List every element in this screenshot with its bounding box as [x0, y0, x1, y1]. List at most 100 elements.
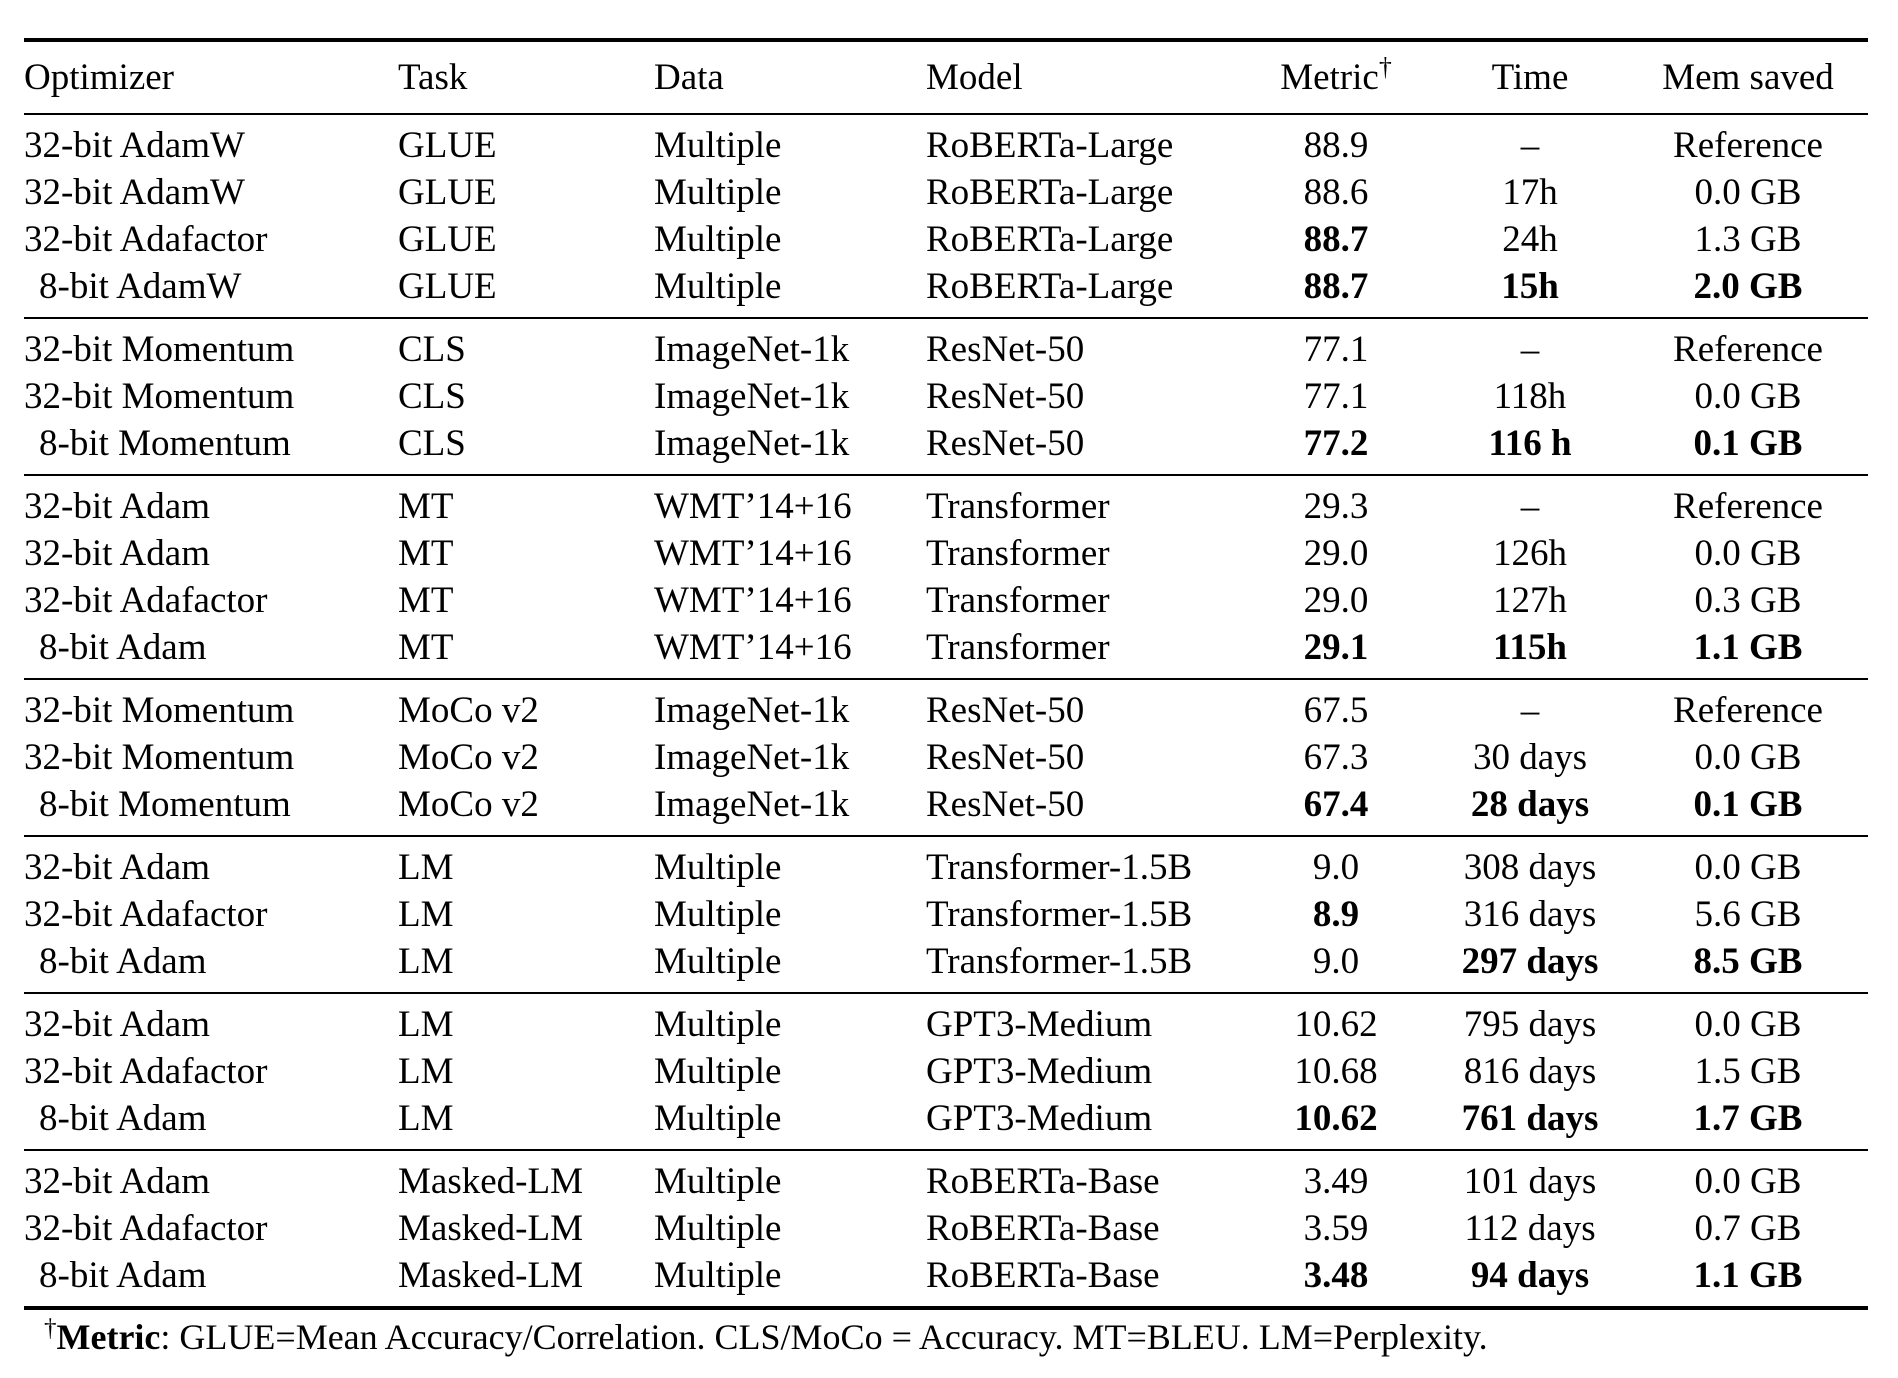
cell-optimizer: 8-bit Momentum — [39, 423, 291, 464]
cell-time: 126h — [1493, 533, 1567, 574]
table-row: 32-bit AdamW GLUE Multiple RoBERTa-Large… — [24, 114, 1868, 169]
table-footnote: †Metric: GLUE=Mean Accuracy/Correlation.… — [24, 1316, 1888, 1358]
group-mt: 32-bit Adam MT WMT’14+16 Transformer 29.… — [24, 475, 1868, 679]
results-table: Optimizer Task Data Model Metric† Time M… — [24, 38, 1868, 1310]
col-header-task: Task — [398, 40, 654, 115]
cell-data: WMT’14+16 — [654, 580, 852, 621]
cell-time: 28 days — [1470, 784, 1590, 825]
cell-mem-saved: 5.6 GB — [1694, 894, 1802, 935]
cell-optimizer: 32-bit Adam — [24, 847, 211, 888]
table-row: 8-bit Momentum MoCo v2 ImageNet-1k ResNe… — [24, 781, 1868, 836]
cell-optimizer: 32-bit Adafactor — [24, 894, 268, 935]
cell-metric: 10.62 — [1294, 1098, 1378, 1139]
cell-task: LM — [398, 941, 454, 982]
cell-metric: 88.9 — [1303, 125, 1369, 166]
cell-task: Masked-LM — [398, 1161, 583, 1202]
cell-mem-saved: 1.1 GB — [1693, 1255, 1803, 1296]
table-row: 32-bit Momentum MoCo v2 ImageNet-1k ResN… — [24, 679, 1868, 734]
table-row: 8-bit AdamW GLUE Multiple RoBERTa-Large … — [24, 263, 1868, 318]
table-row: 8-bit Adam Masked-LM Multiple RoBERTa-Ba… — [24, 1252, 1868, 1308]
cell-time: 101 days — [1463, 1161, 1597, 1202]
cell-data: ImageNet-1k — [654, 376, 850, 417]
results-table-container: Optimizer Task Data Model Metric† Time M… — [24, 38, 1868, 1310]
cell-model: ResNet-50 — [926, 329, 1085, 370]
cell-mem-saved: 0.0 GB — [1694, 172, 1802, 213]
table-row: 8-bit Adam MT WMT’14+16 Transformer 29.1… — [24, 624, 1868, 679]
table-row: 8-bit Adam LM Multiple GPT3-Medium 10.62… — [24, 1095, 1868, 1150]
cell-model: Transformer-1.5B — [926, 941, 1193, 982]
cell-mem-saved: 0.0 GB — [1694, 533, 1802, 574]
cell-task: MT — [398, 486, 454, 527]
cell-metric: 29.1 — [1303, 627, 1369, 668]
cell-task: LM — [398, 894, 454, 935]
cell-mem-saved: Reference — [1673, 329, 1823, 370]
cell-data: ImageNet-1k — [654, 423, 850, 464]
table-row: 32-bit Adafactor GLUE Multiple RoBERTa-L… — [24, 216, 1868, 263]
cell-mem-saved: 1.7 GB — [1693, 1098, 1803, 1139]
cell-optimizer: 32-bit Adafactor — [24, 580, 268, 621]
cell-model: GPT3-Medium — [926, 1051, 1153, 1092]
group-moco: 32-bit Momentum MoCo v2 ImageNet-1k ResN… — [24, 679, 1868, 836]
cell-task: MoCo v2 — [398, 690, 539, 731]
cell-task: GLUE — [398, 266, 497, 307]
cell-time: 15h — [1501, 266, 1559, 307]
cell-data: Multiple — [654, 847, 782, 888]
cell-optimizer: 32-bit AdamW — [24, 125, 245, 166]
cell-model: Transformer — [926, 533, 1110, 574]
cell-metric: 3.49 — [1303, 1161, 1369, 1202]
footnote-metric-label: Metric — [56, 1317, 161, 1357]
cell-data: WMT’14+16 — [654, 486, 852, 527]
cell-metric: 10.62 — [1294, 1004, 1378, 1045]
table-row: 32-bit AdamW GLUE Multiple RoBERTa-Large… — [24, 169, 1868, 216]
cell-task: GLUE — [398, 172, 497, 213]
cell-data: WMT’14+16 — [654, 627, 852, 668]
cell-time: 17h — [1502, 172, 1558, 213]
cell-time: – — [1520, 125, 1540, 166]
cell-time: 297 days — [1461, 941, 1599, 982]
cell-model: RoBERTa-Base — [926, 1208, 1160, 1249]
cell-model: ResNet-50 — [926, 784, 1085, 825]
table-row: 32-bit Adam MT WMT’14+16 Transformer 29.… — [24, 530, 1868, 577]
cell-mem-saved: 1.5 GB — [1694, 1051, 1802, 1092]
cell-task: MoCo v2 — [398, 784, 539, 825]
cell-mem-saved: Reference — [1673, 486, 1823, 527]
cell-mem-saved: 0.0 GB — [1694, 1161, 1802, 1202]
cell-mem-saved: 8.5 GB — [1693, 941, 1803, 982]
cell-data: Multiple — [654, 894, 782, 935]
cell-time: 118h — [1493, 376, 1567, 417]
group-masked-lm: 32-bit Adam Masked-LM Multiple RoBERTa-B… — [24, 1150, 1868, 1308]
cell-metric: 3.48 — [1303, 1255, 1369, 1296]
cell-time: 115h — [1492, 627, 1568, 668]
table-row: 32-bit Momentum CLS ImageNet-1k ResNet-5… — [24, 318, 1868, 373]
cell-optimizer: 8-bit AdamW — [39, 266, 242, 307]
cell-optimizer: 32-bit Adam — [24, 486, 211, 527]
cell-metric: 8.9 — [1312, 894, 1360, 935]
footnote-text: : GLUE=Mean Accuracy/Correlation. CLS/Mo… — [160, 1317, 1488, 1357]
cell-metric: 88.7 — [1303, 266, 1369, 307]
cell-optimizer: 32-bit Adafactor — [24, 1208, 268, 1249]
cell-mem-saved: 0.3 GB — [1694, 580, 1802, 621]
cell-model: Transformer — [926, 580, 1110, 621]
cell-model: GPT3-Medium — [926, 1004, 1153, 1045]
group-cls: 32-bit Momentum CLS ImageNet-1k ResNet-5… — [24, 318, 1868, 475]
table-row: 32-bit Adafactor LM Multiple GPT3-Medium… — [24, 1048, 1868, 1095]
cell-data: Multiple — [654, 1051, 782, 1092]
cell-optimizer: 32-bit Momentum — [24, 329, 295, 370]
cell-data: Multiple — [654, 125, 782, 166]
cell-optimizer: 32-bit Adam — [24, 1004, 211, 1045]
table-row: 32-bit Adafactor Masked-LM Multiple RoBE… — [24, 1205, 1868, 1252]
cell-optimizer: 32-bit Momentum — [24, 737, 295, 778]
cell-time: – — [1520, 329, 1540, 370]
cell-optimizer: 8-bit Adam — [39, 627, 207, 668]
cell-mem-saved: 2.0 GB — [1693, 266, 1803, 307]
cell-data: Multiple — [654, 172, 782, 213]
cell-task: GLUE — [398, 125, 497, 166]
cell-time: 30 days — [1472, 737, 1588, 778]
group-lm-gpt3: 32-bit Adam LM Multiple GPT3-Medium 10.6… — [24, 993, 1868, 1150]
cell-metric: 67.5 — [1303, 690, 1369, 731]
cell-model: RoBERTa-Base — [926, 1255, 1160, 1296]
cell-optimizer: 32-bit Momentum — [24, 376, 295, 417]
cell-time: – — [1520, 486, 1540, 527]
cell-optimizer: 32-bit AdamW — [24, 172, 245, 213]
cell-optimizer: 8-bit Adam — [39, 1098, 207, 1139]
